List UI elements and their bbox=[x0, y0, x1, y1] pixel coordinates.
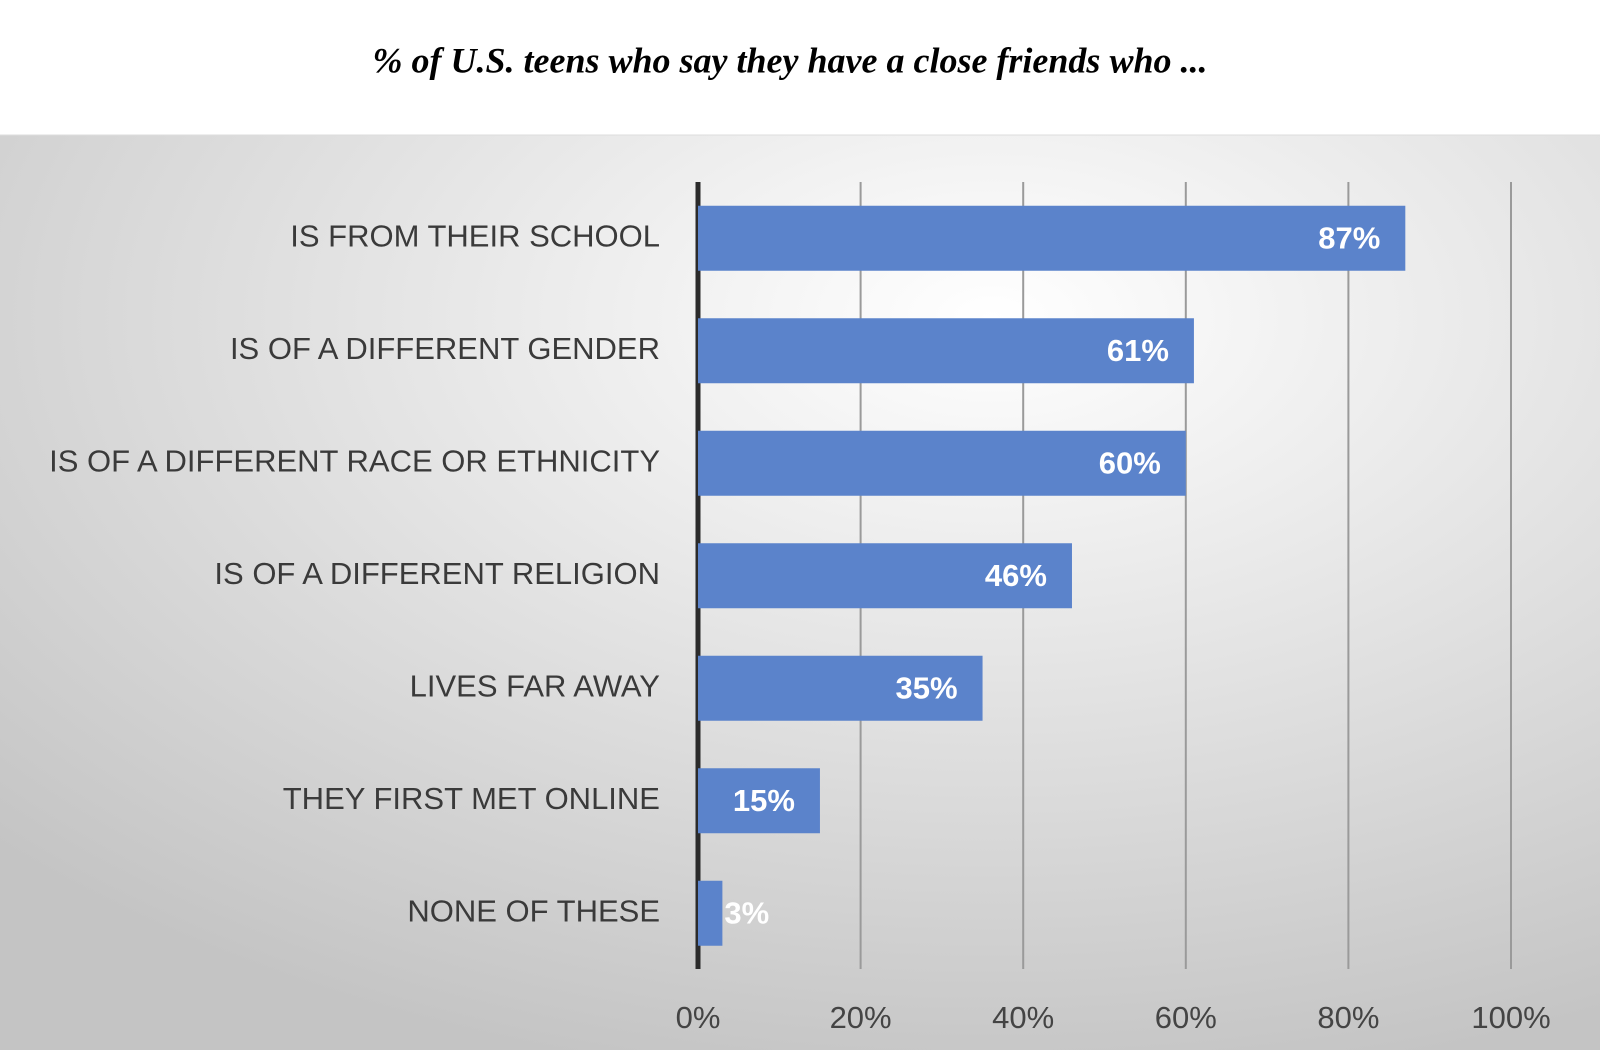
bar bbox=[698, 205, 1406, 271]
value-label: 61% bbox=[1107, 333, 1169, 368]
bar bbox=[698, 655, 983, 721]
value-label: 3% bbox=[724, 895, 769, 930]
x-tick-label: 80% bbox=[1317, 1000, 1379, 1035]
chart-title: % of U.S. teens who say they have a clos… bbox=[373, 40, 1208, 80]
value-label: 46% bbox=[985, 558, 1047, 593]
value-label: 87% bbox=[1318, 220, 1380, 255]
value-label: 35% bbox=[896, 670, 958, 705]
bar bbox=[698, 768, 820, 834]
bar bbox=[698, 543, 1072, 609]
x-tick-label: 20% bbox=[830, 1000, 892, 1035]
category-label: LIVES FAR AWAY bbox=[410, 668, 660, 703]
x-tick-label: 40% bbox=[992, 1000, 1054, 1035]
value-label: 60% bbox=[1099, 445, 1161, 480]
category-label: IS FROM THEIR SCHOOL bbox=[290, 218, 660, 253]
bar bbox=[698, 880, 723, 946]
bar bbox=[698, 318, 1194, 384]
category-label: IS OF A DIFFERENT GENDER bbox=[230, 331, 660, 366]
bar bbox=[698, 430, 1186, 496]
x-tick-label: 60% bbox=[1155, 1000, 1217, 1035]
x-tick-label: 0% bbox=[676, 1000, 721, 1035]
category-label: THEY FIRST MET ONLINE bbox=[283, 781, 660, 816]
category-label: IS OF A DIFFERENT RELIGION bbox=[214, 556, 660, 591]
x-tick-label: 100% bbox=[1471, 1000, 1550, 1035]
category-label: IS OF A DIFFERENT RACE OR ETHNICITY bbox=[49, 443, 660, 478]
value-label: 15% bbox=[733, 783, 795, 818]
category-label: NONE OF THESE bbox=[407, 893, 660, 928]
